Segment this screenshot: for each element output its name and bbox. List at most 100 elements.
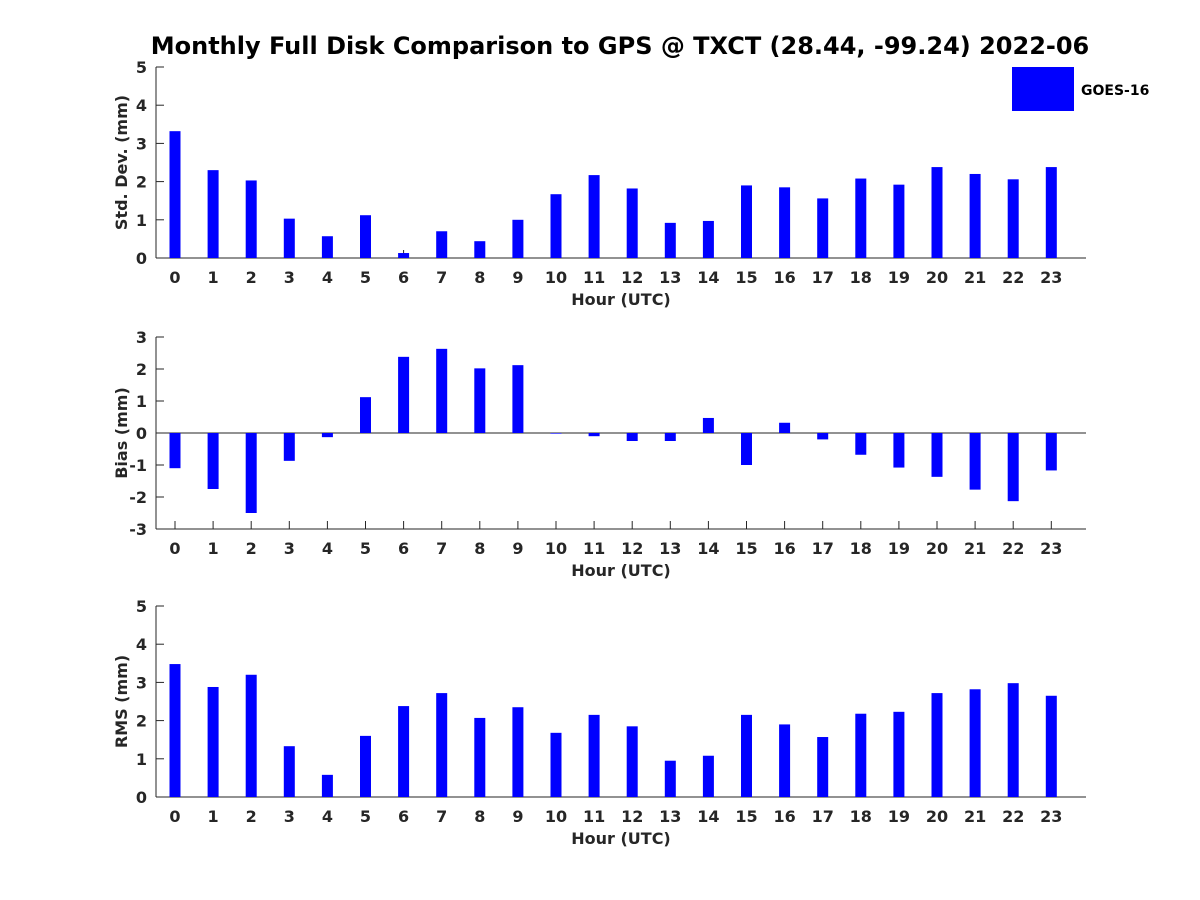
- x-tick-label: 3: [284, 539, 295, 558]
- bar: [283, 746, 295, 797]
- y-tick-label: 4: [136, 635, 147, 654]
- y-tick-label: 2: [136, 360, 147, 379]
- x-tick-label: 0: [169, 807, 180, 826]
- bar: [398, 706, 410, 797]
- bar: [664, 433, 676, 441]
- bar: [321, 774, 333, 797]
- x-tick-label: 22: [1002, 807, 1024, 826]
- bar: [969, 433, 981, 490]
- x-tick-label: 9: [512, 807, 523, 826]
- x-tick-label: 22: [1002, 268, 1024, 287]
- bar: [436, 231, 448, 258]
- x-tick-label: 12: [621, 807, 643, 826]
- bar: [474, 368, 486, 433]
- x-tick-label: 2: [246, 268, 257, 287]
- bar: [436, 348, 448, 433]
- bar: [245, 180, 257, 258]
- x-tick-label: 6: [398, 539, 409, 558]
- bar: [931, 433, 943, 477]
- bar: [741, 714, 752, 797]
- x-tick-label: 12: [621, 268, 643, 287]
- bar: [360, 735, 371, 797]
- x-tick-label: 20: [926, 807, 948, 826]
- y-tick-label: 1: [136, 750, 147, 769]
- x-tick-label: 20: [926, 539, 948, 558]
- x-tick-label: 20: [926, 268, 948, 287]
- x-tick-label: 15: [735, 268, 757, 287]
- legend-label: GOES-16: [1081, 83, 1149, 99]
- y-axis-label: Bias (mm): [112, 387, 131, 479]
- x-tick-label: 23: [1040, 268, 1062, 287]
- bar: [512, 707, 524, 797]
- x-tick-label: 7: [436, 539, 447, 558]
- x-tick-label: 18: [850, 268, 872, 287]
- y-axis-label: RMS (mm): [112, 655, 131, 748]
- x-tick-label: 10: [545, 539, 567, 558]
- x-tick-label: 9: [512, 539, 523, 558]
- x-tick-label: 14: [697, 268, 719, 287]
- y-tick-label: 0: [136, 424, 147, 443]
- bar: [207, 433, 219, 489]
- x-tick-label: 4: [322, 268, 333, 287]
- x-tick-label: 14: [697, 539, 719, 558]
- x-tick-label: 21: [964, 268, 986, 287]
- x-tick-label: 17: [812, 807, 834, 826]
- x-tick-label: 7: [436, 268, 447, 287]
- y-tick-label: -3: [129, 520, 147, 539]
- bar: [321, 236, 333, 258]
- y-tick-label: 0: [136, 788, 147, 807]
- y-tick-label: 4: [136, 96, 147, 115]
- bar: [398, 253, 410, 258]
- y-tick-label: 1: [136, 392, 147, 411]
- x-tick-label: 10: [545, 807, 567, 826]
- y-tick-label: 3: [136, 134, 147, 153]
- x-tick-label: 5: [360, 268, 371, 287]
- x-tick-label: 7: [436, 807, 447, 826]
- x-tick-label: 6: [398, 268, 409, 287]
- bar: [169, 664, 181, 797]
- x-tick-label: 13: [659, 539, 681, 558]
- bar: [512, 219, 524, 258]
- x-axis-label: Hour (UTC): [571, 290, 671, 309]
- x-tick-label: 22: [1002, 539, 1024, 558]
- y-tick-label: 2: [136, 173, 147, 192]
- x-tick-label: 21: [964, 807, 986, 826]
- bar: [550, 194, 562, 258]
- y-tick-label: 5: [136, 58, 147, 77]
- bar: [588, 175, 600, 258]
- x-tick-label: 17: [812, 268, 834, 287]
- y-tick-label: 5: [136, 597, 147, 616]
- x-tick-label: 8: [474, 268, 485, 287]
- bar: [1007, 683, 1019, 797]
- bar: [360, 215, 371, 258]
- bar: [779, 422, 791, 433]
- x-tick-label: 18: [850, 539, 872, 558]
- bar: [702, 220, 714, 258]
- bar: [931, 167, 943, 258]
- bar: [360, 397, 371, 433]
- legend: GOES-16: [1012, 67, 1149, 111]
- bar: [283, 218, 295, 258]
- x-tick-label: 23: [1040, 807, 1062, 826]
- x-tick-label: 2: [246, 807, 257, 826]
- bar: [893, 184, 905, 258]
- x-tick-label: 16: [773, 268, 795, 287]
- bar: [245, 674, 257, 797]
- bar: [550, 433, 562, 434]
- bar: [741, 433, 752, 465]
- bar: [626, 726, 638, 797]
- x-tick-label: 4: [322, 807, 333, 826]
- x-tick-label: 21: [964, 539, 986, 558]
- bar: [474, 241, 486, 258]
- bar: [779, 187, 791, 258]
- bar: [969, 689, 981, 797]
- x-tick-label: 1: [208, 807, 219, 826]
- y-tick-label: 2: [136, 712, 147, 731]
- bar: [817, 737, 829, 797]
- x-tick-label: 10: [545, 268, 567, 287]
- bar: [207, 170, 219, 258]
- x-tick-label: 19: [888, 807, 910, 826]
